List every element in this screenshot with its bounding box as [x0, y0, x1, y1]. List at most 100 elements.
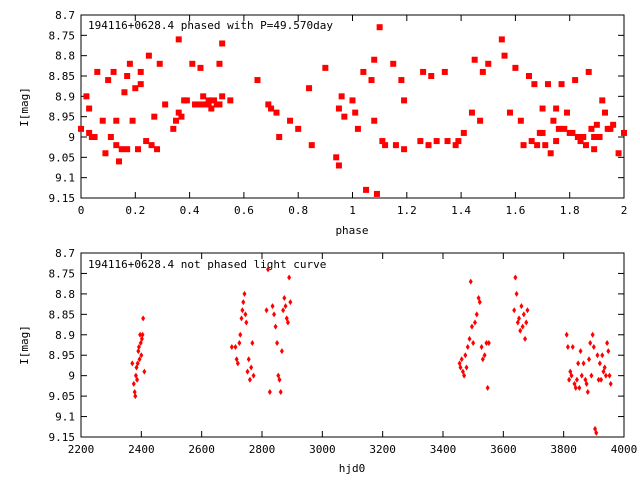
chart-bottom-data-point [130, 360, 135, 367]
chart-top-data-point [94, 68, 101, 75]
chart-top-data-point [352, 109, 359, 116]
chart-bottom-data-point [463, 352, 468, 359]
chart-top-ytick-label: 9 [68, 131, 75, 144]
chart-top-data-point [588, 125, 595, 132]
chart-bottom-data-point [472, 319, 477, 326]
chart-bottom-data-point [272, 311, 277, 318]
chart-bottom-data-point [235, 360, 240, 367]
chart-bottom-data-point [243, 311, 248, 318]
chart-bottom-data-point [484, 339, 489, 346]
chart-bottom-data-point [233, 344, 238, 351]
chart-top-data-point [219, 93, 226, 100]
chart-top-data-point [591, 134, 598, 140]
chart-top-data-point [156, 60, 163, 67]
chart-bottom-data-point [467, 335, 472, 342]
chart-bottom-data-point [597, 360, 602, 367]
chart-top-xtick-label: 0.8 [288, 204, 308, 217]
chart-top-data-point [572, 77, 579, 84]
chart-bottom-data-point [244, 319, 249, 326]
chart-bottom-data-point [521, 311, 526, 318]
chart-top-data-point [596, 134, 603, 140]
chart-top-data-point [78, 125, 84, 132]
chart-top-data-point [273, 109, 280, 116]
chart-bottom-xtick-label: 3000 [309, 443, 336, 456]
chart-bottom-ytick-label: 8.9 [55, 329, 75, 342]
chart-bottom-data-point [518, 327, 523, 334]
chart-bottom-data-point [249, 364, 254, 371]
chart-top-data-point [276, 134, 283, 140]
chart-bottom-data-point [136, 344, 141, 351]
chart-top-title: 194116+0628.4 phased with P=49.570day [88, 19, 333, 32]
chart-bottom-xtick-label: 3200 [369, 443, 396, 456]
chart-bottom-data-point [471, 339, 476, 346]
chart-bottom-data-point [132, 389, 137, 396]
chart-top-data-point [102, 150, 109, 157]
chart-bottom-data-point [605, 339, 610, 346]
chart-bottom-data-point [608, 380, 613, 387]
chart-bottom-data-point [131, 380, 136, 387]
chart-bottom-xtick-label: 2800 [249, 443, 276, 456]
chart-bottom-data-point [288, 299, 293, 306]
chart-top-data-point [135, 146, 142, 153]
chart-bottom-ytick-label: 9.15 [49, 431, 76, 444]
chart-top-data-point [126, 60, 133, 67]
chart-top-xtick-label: 0.4 [180, 204, 200, 217]
chart-bottom-data-point [576, 360, 581, 367]
chart-bottom-data-point [267, 389, 272, 396]
chart-top-xtick-label: 1.8 [560, 204, 580, 217]
chart-top-xtick-label: 0 [78, 204, 85, 217]
chart-top-data-point [417, 138, 424, 145]
chart-top-data-point [173, 117, 180, 124]
chart-top-data-point [338, 93, 345, 100]
chart-top-data-point [121, 89, 128, 96]
chart-bottom-data-point [283, 303, 288, 310]
chart-top-data-point [308, 142, 315, 149]
chart-top-data-point [593, 121, 600, 128]
chart-top-ytick-label: 8.8 [55, 50, 75, 63]
chart-top-xtick-label: 1.2 [397, 204, 417, 217]
chart-top-data-point [86, 105, 93, 112]
chart-top-data-point [561, 125, 568, 132]
chart-bottom-data-point [281, 307, 286, 314]
chart-bottom-data-point [603, 372, 608, 379]
chart-top-data-point [539, 105, 546, 112]
chart-bottom-data-point [133, 393, 138, 400]
chart-bottom-xtick-label: 3400 [430, 443, 457, 456]
chart-bottom-data-point [474, 311, 479, 318]
chart-bottom-data-point [590, 331, 595, 338]
chart-bottom-ytick-label: 9.1 [55, 411, 75, 424]
chart-bottom-ytick-label: 8.7 [55, 247, 75, 260]
chart-top-ytick-label: 8.75 [49, 29, 76, 42]
chart-bottom-data-point [273, 323, 278, 330]
chart-bottom-xtick-label: 3800 [550, 443, 577, 456]
chart-bottom-data-point [264, 307, 269, 314]
chart-top-data-point [460, 129, 467, 136]
chart-bottom-data-point [569, 372, 574, 379]
chart-bottom-data-point [465, 344, 470, 351]
chart-bottom-data-point [282, 294, 287, 301]
chart-bottom-data-point [458, 364, 463, 371]
chart-bottom-data-point [247, 376, 252, 383]
chart-top-ytick-label: 8.9 [55, 90, 75, 103]
chart-bottom-title: 194116+0628.4 not phased light curve [88, 258, 326, 271]
chart-bottom-data-point [277, 376, 282, 383]
chart-top-data-point [86, 129, 93, 136]
chart-top-data-point [569, 129, 576, 136]
chart-top-data-point [124, 146, 131, 153]
chart-top-data-point [501, 52, 508, 59]
chart-top-data-point [585, 68, 592, 75]
chart-top-data-point [539, 129, 546, 136]
chart-top-data-point [553, 105, 560, 112]
chart-top-data-point [371, 117, 378, 124]
chart-bottom-ytick-label: 8.75 [49, 267, 76, 280]
chart-bottom-data-point [485, 384, 490, 391]
chart-top-data-point [607, 125, 614, 132]
chart-top-data-point [534, 142, 541, 149]
chart-bottom-data-point [469, 323, 474, 330]
chart-top-data-point [268, 105, 275, 112]
chart-top-data-point [254, 77, 261, 84]
chart-top-data-point [563, 109, 570, 116]
chart-bottom-data-point [464, 364, 469, 371]
chart-bottom-data-point [567, 376, 572, 383]
chart-top-data-point [582, 142, 589, 149]
